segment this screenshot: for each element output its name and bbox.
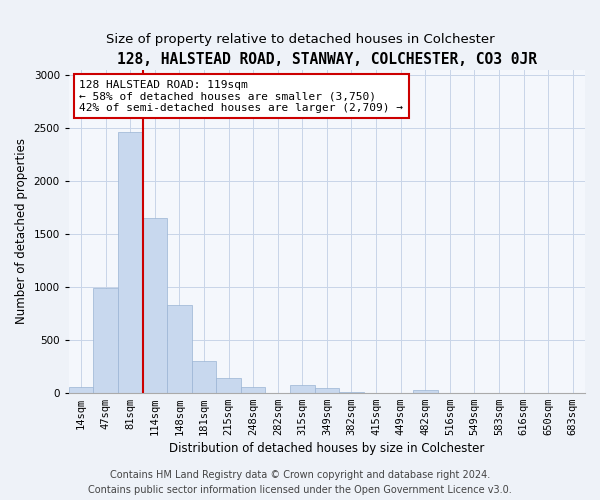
Bar — [217, 378, 241, 392]
Bar — [413, 390, 437, 392]
Bar — [118, 132, 143, 392]
Bar — [290, 386, 314, 392]
Text: 128 HALSTEAD ROAD: 119sqm
← 58% of detached houses are smaller (3,750)
42% of se: 128 HALSTEAD ROAD: 119sqm ← 58% of detac… — [79, 80, 403, 113]
Bar — [69, 387, 94, 392]
Bar — [192, 361, 217, 392]
Text: Contains HM Land Registry data © Crown copyright and database right 2024.
Contai: Contains HM Land Registry data © Crown c… — [88, 470, 512, 495]
Text: Size of property relative to detached houses in Colchester: Size of property relative to detached ho… — [106, 32, 494, 46]
X-axis label: Distribution of detached houses by size in Colchester: Distribution of detached houses by size … — [169, 442, 485, 455]
Bar — [314, 388, 339, 392]
Bar — [167, 305, 192, 392]
Bar — [94, 288, 118, 393]
Title: 128, HALSTEAD ROAD, STANWAY, COLCHESTER, CO3 0JR: 128, HALSTEAD ROAD, STANWAY, COLCHESTER,… — [117, 52, 537, 68]
Bar — [143, 218, 167, 392]
Bar — [241, 387, 265, 392]
Y-axis label: Number of detached properties: Number of detached properties — [15, 138, 28, 324]
